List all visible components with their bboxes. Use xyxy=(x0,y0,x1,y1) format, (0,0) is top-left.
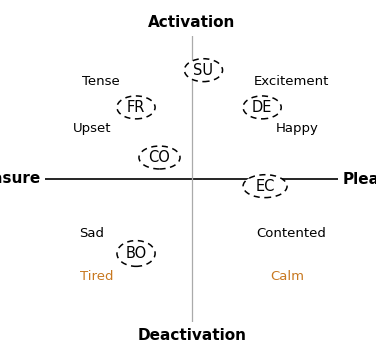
Text: Displeasure: Displeasure xyxy=(0,171,41,187)
Text: Excitement: Excitement xyxy=(254,75,329,88)
Ellipse shape xyxy=(243,96,281,119)
Text: Contented: Contented xyxy=(256,227,326,240)
Ellipse shape xyxy=(243,175,287,198)
Text: BO: BO xyxy=(126,246,147,261)
Text: Calm: Calm xyxy=(270,270,304,283)
Text: FR: FR xyxy=(127,100,145,115)
Text: SU: SU xyxy=(194,63,214,78)
Ellipse shape xyxy=(185,59,223,82)
Text: Tired: Tired xyxy=(80,270,113,283)
Text: Sad: Sad xyxy=(80,227,105,240)
Ellipse shape xyxy=(117,241,155,266)
Text: Happy: Happy xyxy=(276,122,319,135)
Text: Deactivation: Deactivation xyxy=(137,328,246,343)
Ellipse shape xyxy=(139,146,180,169)
Text: Activation: Activation xyxy=(148,15,235,30)
Text: CO: CO xyxy=(149,150,170,165)
Text: DE: DE xyxy=(252,100,272,115)
Text: Upset: Upset xyxy=(73,122,111,135)
Text: EC: EC xyxy=(255,179,275,194)
Text: Pleasure: Pleasure xyxy=(343,171,376,187)
Ellipse shape xyxy=(117,96,155,119)
Text: Tense: Tense xyxy=(82,75,120,88)
